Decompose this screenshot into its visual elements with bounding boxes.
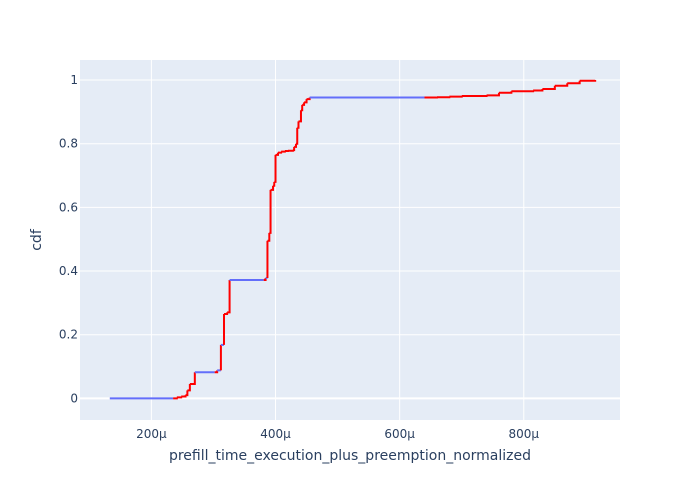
cdf-step <box>189 372 196 386</box>
cdf-step <box>449 95 463 98</box>
cdf-step <box>511 90 535 93</box>
x-tick-label: 800μ <box>509 427 540 441</box>
cdf-step <box>294 143 297 148</box>
x-tick-label: 400μ <box>260 427 291 441</box>
grid-lines <box>80 60 620 420</box>
cdf-step <box>579 79 597 82</box>
cdf-step <box>542 85 556 90</box>
cdf-step <box>274 154 277 183</box>
cdf-step <box>296 127 299 145</box>
cdf-step <box>292 146 296 152</box>
cdf-step <box>270 185 275 191</box>
plot-area <box>80 60 620 420</box>
cdf-step <box>281 150 286 153</box>
y-tick-label: 0.8 <box>59 137 78 151</box>
cdf-step <box>461 94 488 97</box>
x-axis-ticks: 200μ 400μ 600μ 800μ <box>136 427 539 441</box>
cdf-step <box>287 149 294 152</box>
x-tick-label: 200μ <box>136 427 167 441</box>
y-axis-ticks: 0 0.2 0.4 0.6 0.8 1 <box>59 73 78 405</box>
cdf-step <box>173 397 178 400</box>
cdf-series <box>109 79 597 400</box>
cdf-step <box>187 384 191 392</box>
y-axis-title: cdf <box>29 228 45 251</box>
y-tick-label: 0.6 <box>59 200 78 214</box>
y-tick-label: 1 <box>70 73 78 87</box>
cdf-step <box>227 279 231 314</box>
cdf-step <box>300 104 304 112</box>
cdf-step <box>304 99 308 104</box>
y-tick-label: 0.4 <box>59 264 78 278</box>
cdf-step <box>278 151 283 154</box>
cdf-step <box>273 181 276 187</box>
y-tick-label: 0.2 <box>59 328 78 342</box>
x-tick-label: 600μ <box>384 427 415 441</box>
cdf-step <box>269 189 272 234</box>
cdf-step <box>185 390 189 397</box>
cdf-step <box>297 121 300 129</box>
cdf-step <box>176 396 183 399</box>
cdf-step <box>298 110 302 123</box>
x-axis-title: prefill_time_execution_plus_preemption_n… <box>169 448 531 464</box>
cdf-step <box>267 232 271 242</box>
y-tick-label: 0 <box>70 391 78 405</box>
cdf-step <box>436 96 451 99</box>
